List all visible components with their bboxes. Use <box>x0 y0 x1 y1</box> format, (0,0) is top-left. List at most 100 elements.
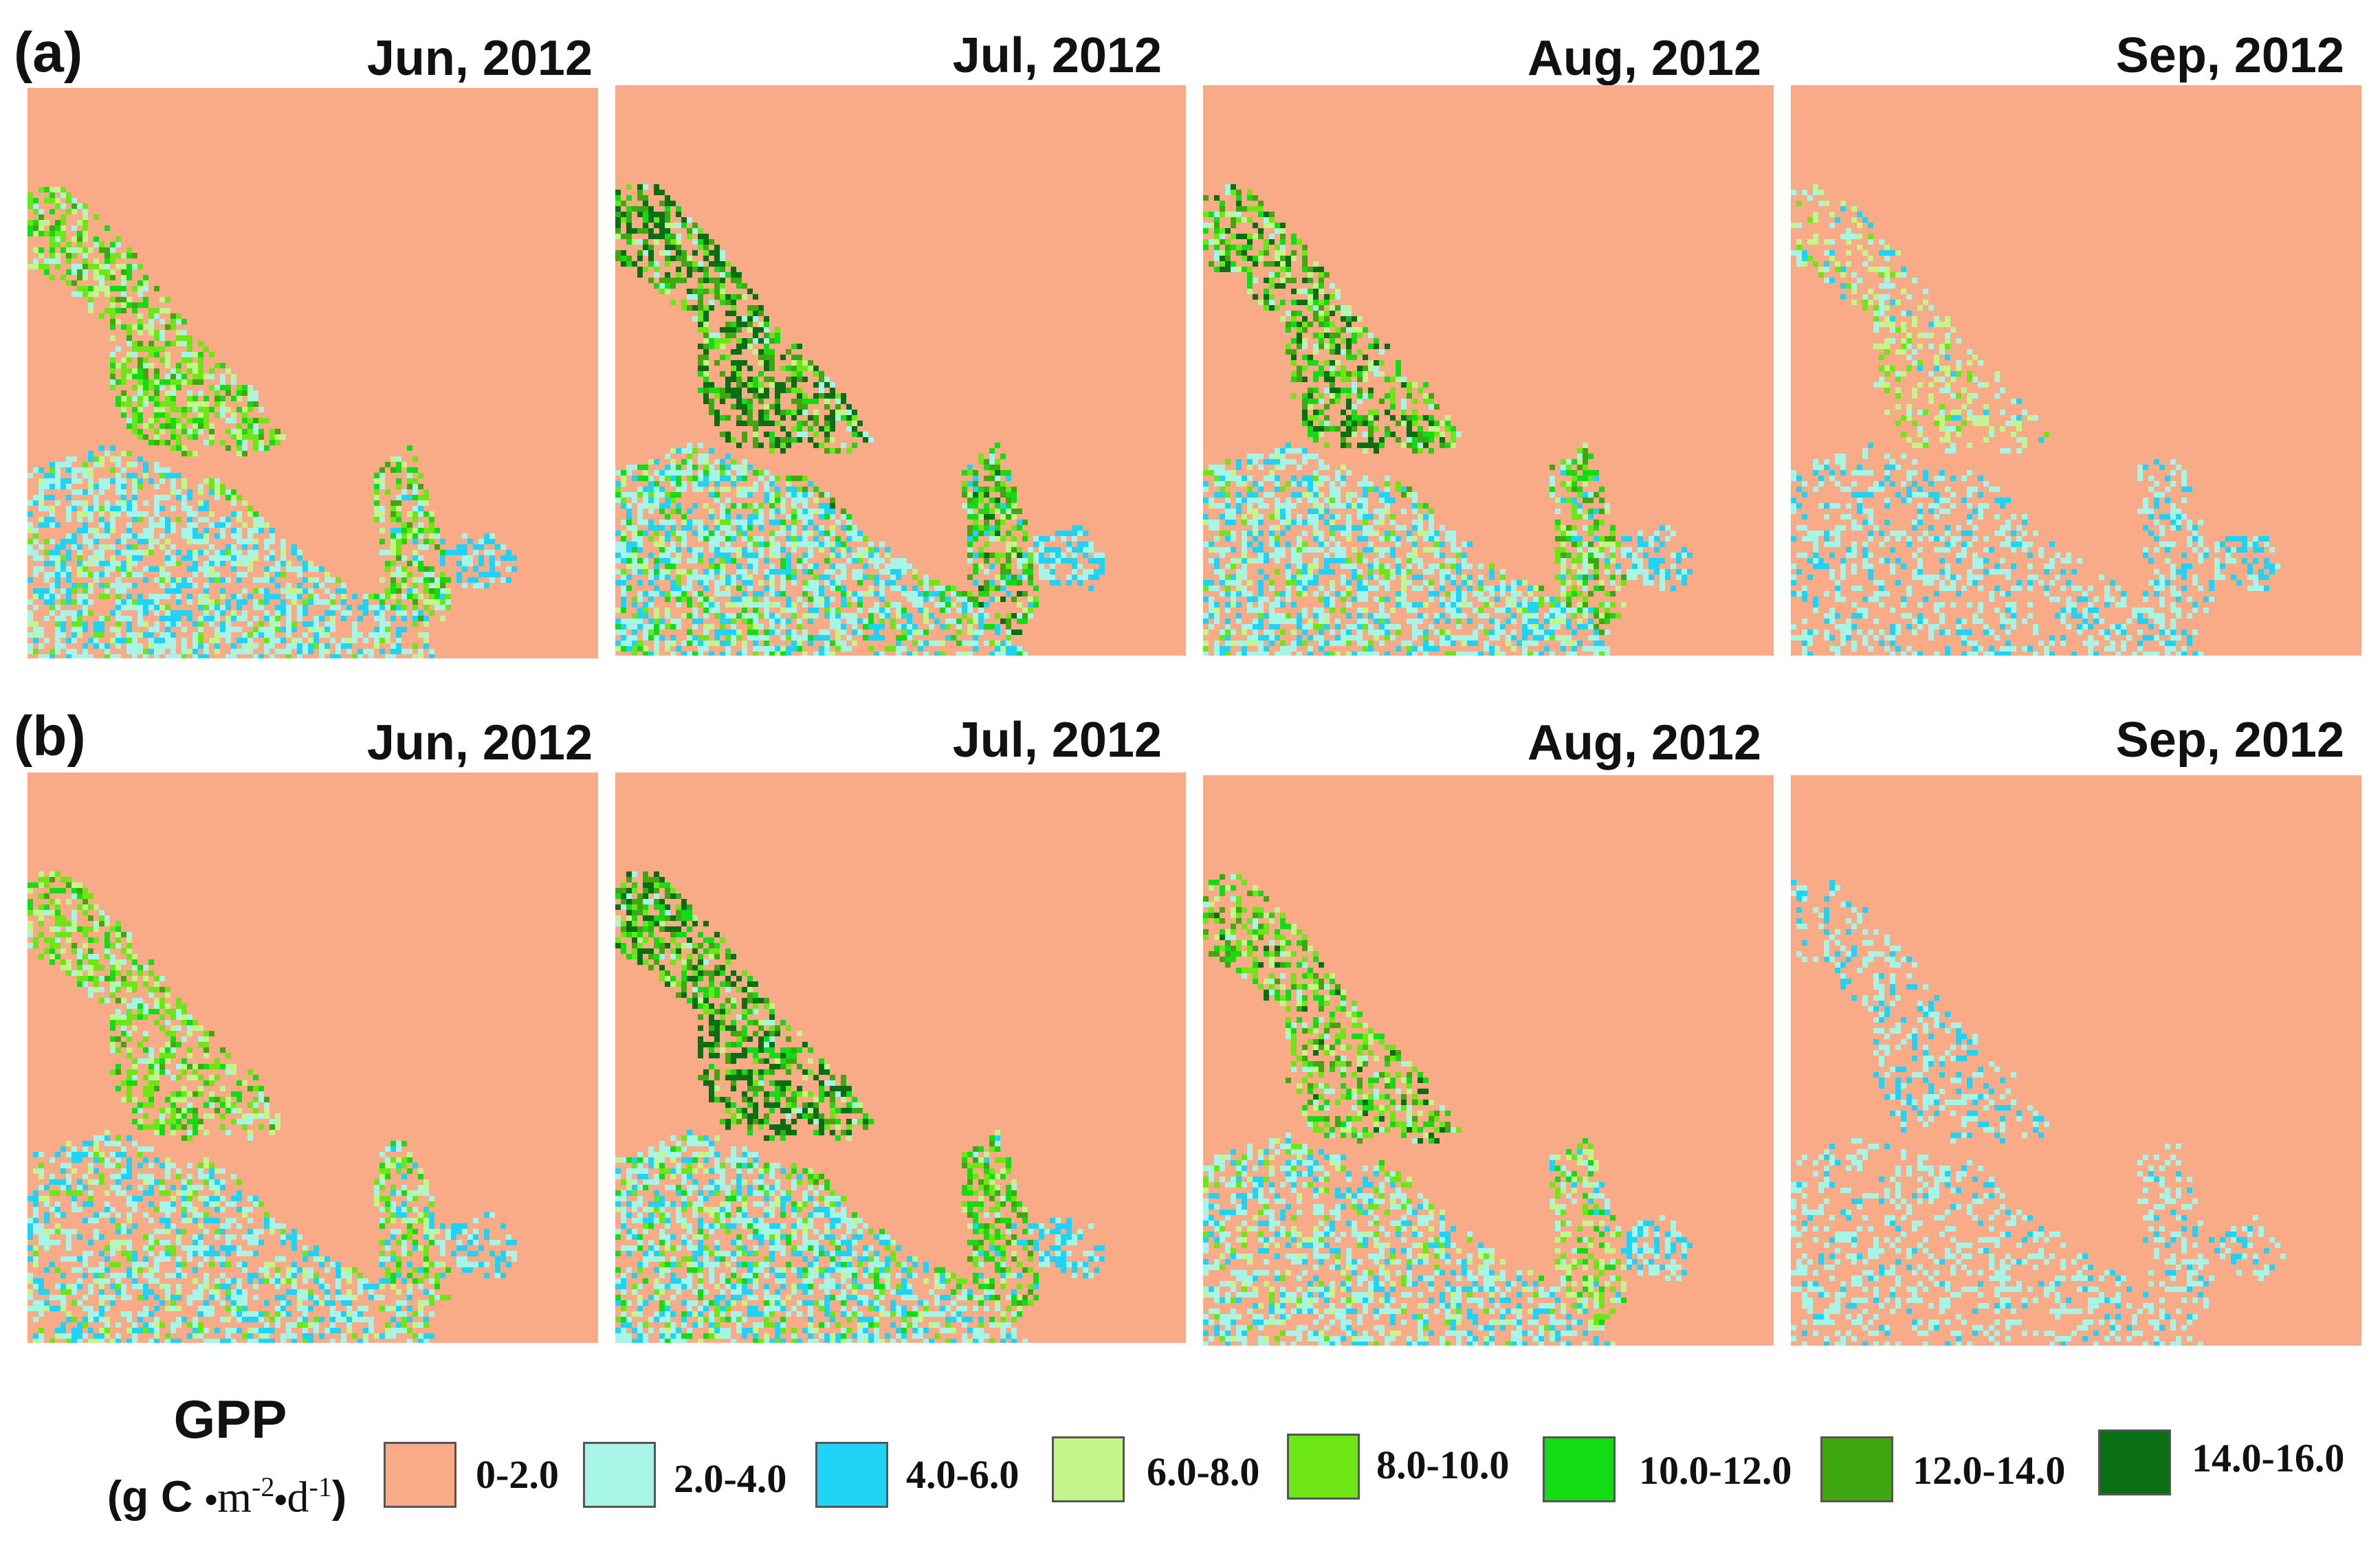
raster-cell <box>1050 575 1055 580</box>
raster-cell <box>995 586 1000 591</box>
raster-cell <box>440 605 445 610</box>
raster-cell <box>786 388 791 393</box>
raster-cell <box>159 605 165 610</box>
raster-cell <box>824 531 830 536</box>
raster-cell <box>247 423 253 429</box>
raster-cell <box>192 374 198 379</box>
raster-cell <box>830 393 835 399</box>
raster-cell <box>626 586 632 591</box>
raster-cell <box>88 539 93 544</box>
raster-cell <box>1000 536 1006 542</box>
raster-cell <box>835 635 841 641</box>
raster-cell <box>60 275 66 280</box>
raster-cell <box>170 583 176 588</box>
raster-cell <box>170 418 176 423</box>
raster-cell <box>1006 514 1011 520</box>
raster-cell <box>1236 465 1242 470</box>
raster-cell <box>852 415 857 421</box>
raster-cell <box>44 654 49 658</box>
raster-cell <box>121 495 126 500</box>
raster-cell <box>1363 536 1368 542</box>
raster-cell <box>967 547 973 553</box>
raster-cell <box>703 267 709 272</box>
raster-cell <box>170 621 176 627</box>
raster-cell <box>1577 487 1583 492</box>
raster-cell <box>747 597 753 602</box>
raster-cell <box>1335 289 1341 294</box>
raster-cell <box>1412 547 1418 553</box>
raster-cell <box>198 374 203 379</box>
raster-cell <box>791 415 797 421</box>
raster-cell <box>720 300 725 305</box>
raster-cell <box>236 423 242 429</box>
raster-cell <box>159 577 165 583</box>
raster-cell <box>66 242 71 247</box>
raster-cell <box>440 561 445 566</box>
raster-cell <box>1368 531 1374 536</box>
raster-cell <box>978 525 984 531</box>
raster-cell <box>1302 267 1308 272</box>
raster-cell <box>137 456 143 462</box>
raster-cell <box>1346 564 1352 569</box>
raster-cell <box>676 575 681 580</box>
raster-cell <box>412 467 418 473</box>
raster-cell <box>1418 520 1423 525</box>
raster-cell <box>423 616 429 621</box>
raster-cell <box>33 198 38 203</box>
raster-cell <box>176 335 181 341</box>
raster-cell <box>720 415 725 421</box>
raster-cell <box>390 561 396 566</box>
raster-cell <box>1390 432 1396 437</box>
raster-cell <box>1610 542 1616 547</box>
raster-cell <box>1302 476 1308 481</box>
raster-cell <box>148 594 154 599</box>
raster-cell <box>187 407 192 412</box>
raster-cell <box>1220 250 1225 256</box>
raster-cell <box>275 434 280 440</box>
raster-cell <box>231 550 236 555</box>
raster-cell <box>1072 553 1077 558</box>
raster-cell <box>984 613 989 619</box>
raster-cell <box>82 566 88 572</box>
raster-cell <box>720 569 725 575</box>
raster-cell <box>236 511 242 517</box>
raster-cell <box>1209 503 1214 509</box>
raster-cell <box>154 594 159 599</box>
raster-cell <box>495 544 500 550</box>
raster-cell <box>154 638 159 643</box>
raster-cell <box>192 423 198 429</box>
raster-cell <box>1253 195 1258 201</box>
raster-cell <box>1253 206 1258 212</box>
raster-cell <box>698 602 703 608</box>
raster-cell <box>423 495 429 500</box>
raster-cell <box>841 553 846 558</box>
raster-cell <box>868 608 874 613</box>
raster-cell <box>769 432 775 437</box>
raster-cell <box>137 418 143 423</box>
raster-cell <box>170 588 176 594</box>
raster-cell <box>736 602 742 608</box>
raster-cell <box>830 525 835 531</box>
raster-cell <box>1258 256 1264 261</box>
raster-cell <box>1583 492 1588 498</box>
raster-cell <box>165 324 170 330</box>
raster-cell <box>676 536 681 542</box>
raster-cell <box>198 489 203 495</box>
raster-cell <box>725 300 731 305</box>
raster-cell <box>846 635 852 641</box>
raster-cell <box>82 236 88 242</box>
raster-cell <box>797 536 802 542</box>
raster-cell <box>121 561 126 566</box>
raster-cell <box>82 258 88 264</box>
raster-cell <box>1429 520 1434 525</box>
raster-cell <box>110 467 115 473</box>
raster-cell <box>1313 311 1319 316</box>
raster-cell <box>60 621 66 627</box>
raster-cell <box>412 484 418 489</box>
raster-cell <box>676 476 681 481</box>
raster-cell <box>923 608 929 613</box>
raster-cell <box>720 509 725 514</box>
raster-cell <box>1236 234 1242 239</box>
raster-cell <box>1412 525 1418 531</box>
raster-cell <box>253 423 258 429</box>
